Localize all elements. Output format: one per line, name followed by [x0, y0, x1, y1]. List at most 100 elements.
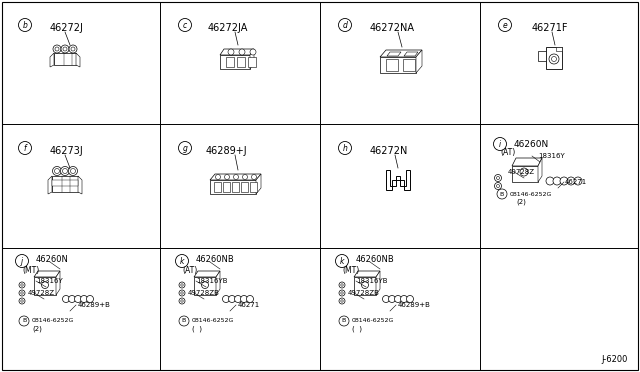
Circle shape [383, 295, 390, 302]
Text: B: B [22, 318, 26, 324]
Polygon shape [50, 53, 54, 67]
Circle shape [560, 177, 568, 185]
Circle shape [71, 47, 75, 51]
Text: 49728Z: 49728Z [508, 169, 535, 175]
Polygon shape [34, 271, 60, 277]
Circle shape [520, 168, 528, 176]
Circle shape [339, 141, 351, 154]
Text: g: g [182, 144, 188, 153]
Text: 49728ZB: 49728ZB [348, 290, 380, 296]
Polygon shape [380, 57, 416, 73]
Circle shape [81, 295, 88, 302]
Circle shape [21, 292, 23, 294]
Text: (AT): (AT) [182, 266, 197, 276]
Circle shape [549, 54, 559, 64]
Circle shape [335, 254, 349, 267]
Circle shape [394, 295, 401, 302]
Text: j: j [21, 257, 23, 266]
Polygon shape [354, 271, 380, 277]
Circle shape [495, 183, 502, 189]
Polygon shape [250, 49, 254, 69]
Polygon shape [237, 57, 245, 67]
Circle shape [175, 254, 189, 267]
Polygon shape [256, 174, 261, 194]
Text: 18316YB: 18316YB [356, 278, 387, 284]
Text: 08146-6252G: 08146-6252G [352, 318, 394, 324]
Circle shape [234, 295, 241, 302]
Circle shape [15, 254, 29, 267]
Circle shape [179, 141, 191, 154]
Text: (MT): (MT) [342, 266, 359, 276]
Circle shape [497, 185, 499, 187]
Circle shape [21, 300, 23, 302]
Circle shape [69, 45, 77, 53]
Circle shape [495, 174, 502, 182]
Text: 46260NB: 46260NB [196, 254, 235, 263]
Circle shape [340, 292, 343, 294]
Circle shape [19, 290, 25, 296]
Circle shape [362, 282, 369, 289]
Circle shape [181, 284, 183, 286]
Polygon shape [241, 182, 248, 192]
Circle shape [228, 295, 236, 302]
Polygon shape [223, 182, 230, 192]
Text: B: B [182, 318, 186, 324]
Polygon shape [54, 53, 76, 65]
Circle shape [546, 177, 554, 185]
Circle shape [181, 300, 183, 302]
Text: (  ): ( ) [352, 326, 362, 332]
Circle shape [228, 49, 234, 55]
Text: 46260N: 46260N [514, 140, 549, 148]
Text: 46289+J: 46289+J [206, 146, 248, 156]
Text: 46272J: 46272J [50, 23, 84, 33]
Circle shape [181, 292, 183, 294]
Text: 46272N: 46272N [370, 146, 408, 156]
Text: 08146-6252G: 08146-6252G [32, 318, 74, 324]
Circle shape [552, 57, 557, 61]
Circle shape [19, 141, 31, 154]
Circle shape [216, 174, 221, 180]
Text: f: f [24, 144, 26, 153]
Polygon shape [538, 158, 542, 182]
Circle shape [54, 169, 60, 173]
Polygon shape [78, 176, 82, 194]
Text: J-6200: J-6200 [602, 355, 628, 364]
Text: (2): (2) [32, 326, 42, 332]
Circle shape [61, 45, 69, 53]
Circle shape [497, 176, 499, 180]
Text: B: B [500, 192, 504, 196]
Polygon shape [48, 176, 52, 194]
Circle shape [493, 138, 506, 151]
Text: B: B [342, 318, 346, 324]
Circle shape [68, 295, 76, 302]
Polygon shape [386, 59, 398, 71]
Text: c: c [183, 20, 187, 29]
Polygon shape [538, 51, 546, 61]
Circle shape [497, 189, 507, 199]
Polygon shape [34, 277, 56, 295]
Text: 46271: 46271 [565, 179, 588, 185]
Circle shape [19, 316, 29, 326]
Circle shape [61, 167, 70, 176]
Text: 18316Y: 18316Y [36, 278, 63, 284]
Polygon shape [52, 176, 78, 192]
Polygon shape [512, 166, 538, 182]
Text: i: i [499, 140, 501, 148]
Circle shape [179, 282, 185, 288]
Text: 46289+B: 46289+B [78, 302, 111, 308]
Circle shape [19, 298, 25, 304]
Circle shape [252, 174, 257, 180]
Text: b: b [22, 20, 28, 29]
Text: 08146-6252G: 08146-6252G [510, 192, 552, 196]
Circle shape [406, 295, 413, 302]
Circle shape [241, 295, 248, 302]
Polygon shape [512, 158, 542, 166]
Text: 18316YB: 18316YB [196, 278, 227, 284]
Circle shape [499, 19, 511, 32]
Circle shape [42, 282, 49, 289]
Circle shape [340, 284, 343, 286]
Circle shape [339, 290, 345, 296]
Polygon shape [403, 59, 415, 71]
Text: 46260N: 46260N [36, 254, 69, 263]
Circle shape [388, 295, 396, 302]
